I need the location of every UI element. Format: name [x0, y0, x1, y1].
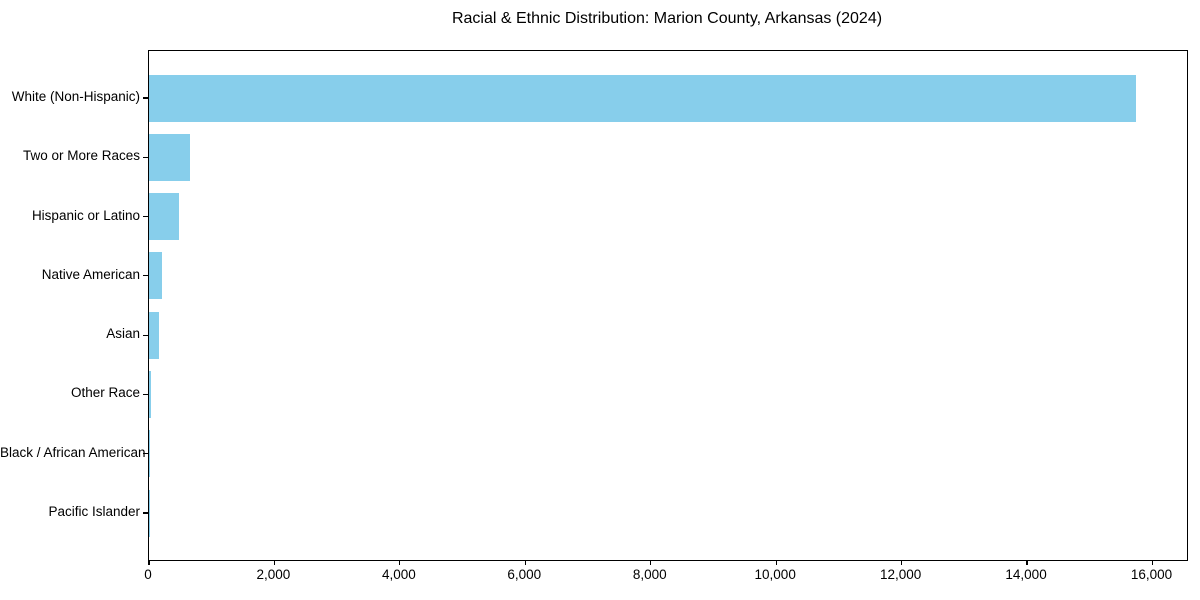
y-tick-mark [143, 156, 148, 158]
y-tick-mark [143, 512, 148, 514]
y-tick-label-other-race: Other Race [70, 385, 140, 401]
y-tick-mark [143, 215, 148, 218]
bar-black-african-american [149, 430, 150, 478]
x-tick-label-0: 0 [144, 567, 152, 582]
bar-native-american [149, 252, 162, 300]
x-tick-label-10000: 10,000 [754, 567, 796, 582]
y-tick-mark [143, 275, 148, 277]
bar-two-or-more-races [149, 133, 190, 181]
y-tick-label-asian: Asian [106, 326, 140, 342]
chart-title: Racial & Ethnic Distribution: Marion Cou… [451, 10, 883, 27]
x-tick-mark [1026, 560, 1028, 565]
y-tick-mark [143, 453, 148, 455]
bar-other-race [149, 370, 151, 418]
y-tick-label-hispanic-or-latino: Hispanic or Latino [31, 207, 140, 223]
x-tick-mark [1151, 560, 1154, 565]
x-tick-mark [148, 560, 150, 565]
x-tick-label-2000: 2,000 [256, 567, 291, 582]
y-tick-mark [143, 393, 148, 396]
y-tick-label-black-african-american: Black / African American [0, 444, 146, 460]
y-tick-label-native-american: Native American [41, 266, 140, 282]
plot-area [143, 50, 1188, 565]
bar-asian [149, 311, 160, 359]
x-tick-mark [650, 560, 652, 565]
y-tick-label-white-non-hispanic: White (Non-Hispanic) [11, 89, 140, 104]
x-tick-mark [775, 560, 777, 565]
y-tick-label-pacific-islander: Pacific Islander [48, 504, 140, 519]
x-tick-label-4000: 4,000 [381, 567, 416, 582]
y-tick-label-two-or-more-races: Two or More Races [22, 148, 140, 164]
x-tick-mark [399, 560, 401, 565]
x-tick-mark [273, 560, 276, 565]
x-tick-label-6000: 6,000 [507, 567, 542, 582]
x-tick-mark [901, 560, 903, 565]
x-tick-label-8000: 8,000 [632, 567, 667, 582]
x-tick-mark [524, 560, 526, 565]
bar-hispanic-or-latino [149, 193, 180, 241]
y-tick-mark [143, 97, 148, 99]
y-tick-mark [143, 334, 148, 336]
x-tick-label-12000: 12,000 [879, 567, 922, 582]
x-tick-label-14000: 14,000 [1005, 567, 1047, 582]
bar-white-non-hispanic [149, 74, 1137, 122]
x-tick-label-16000: 16,000 [1130, 567, 1173, 582]
